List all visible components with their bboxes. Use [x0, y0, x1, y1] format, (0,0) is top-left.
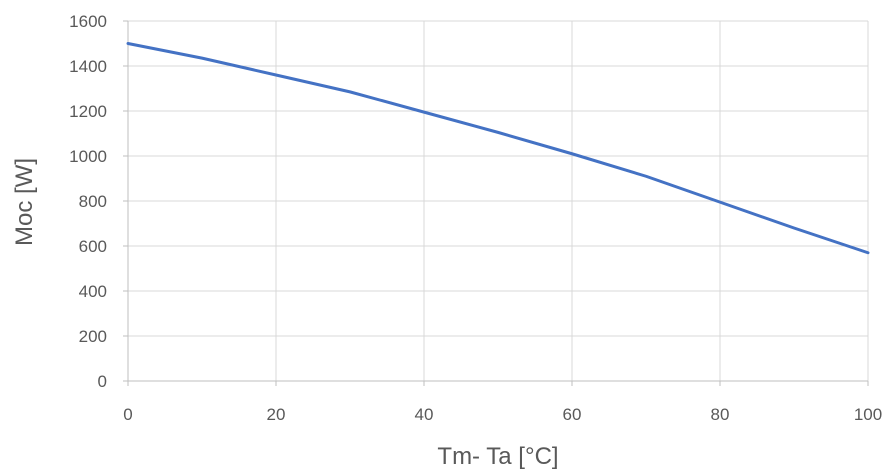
series-group [126, 42, 870, 255]
y-tick-label: 0 [98, 372, 107, 391]
y-tick-label: 600 [79, 237, 107, 256]
y-axis-title: Moc [W] [11, 158, 38, 246]
y-tick-label: 1400 [69, 57, 107, 76]
y-tick-label: 800 [79, 192, 107, 211]
y-tick-label: 1000 [69, 147, 107, 166]
y-tick-label: 400 [79, 282, 107, 301]
series-line [126, 42, 870, 255]
x-tick-label: 40 [415, 405, 434, 424]
axes [123, 20, 869, 386]
y-tick-label: 1200 [69, 102, 107, 121]
y-tick-label: 1600 [69, 12, 107, 31]
x-tick-label: 100 [854, 405, 882, 424]
y-tick-label: 200 [79, 327, 107, 346]
x-tick-label: 0 [123, 405, 132, 424]
x-tick-label: 20 [267, 405, 286, 424]
grid [128, 20, 869, 381]
x-tick-label: 60 [563, 405, 582, 424]
x-axis-title: Tm- Ta [°C] [437, 443, 558, 470]
tick-labels: 0 20 40 60 80 1000200400600800100012001400160… [69, 12, 882, 424]
x-tick-label: 80 [711, 405, 730, 424]
